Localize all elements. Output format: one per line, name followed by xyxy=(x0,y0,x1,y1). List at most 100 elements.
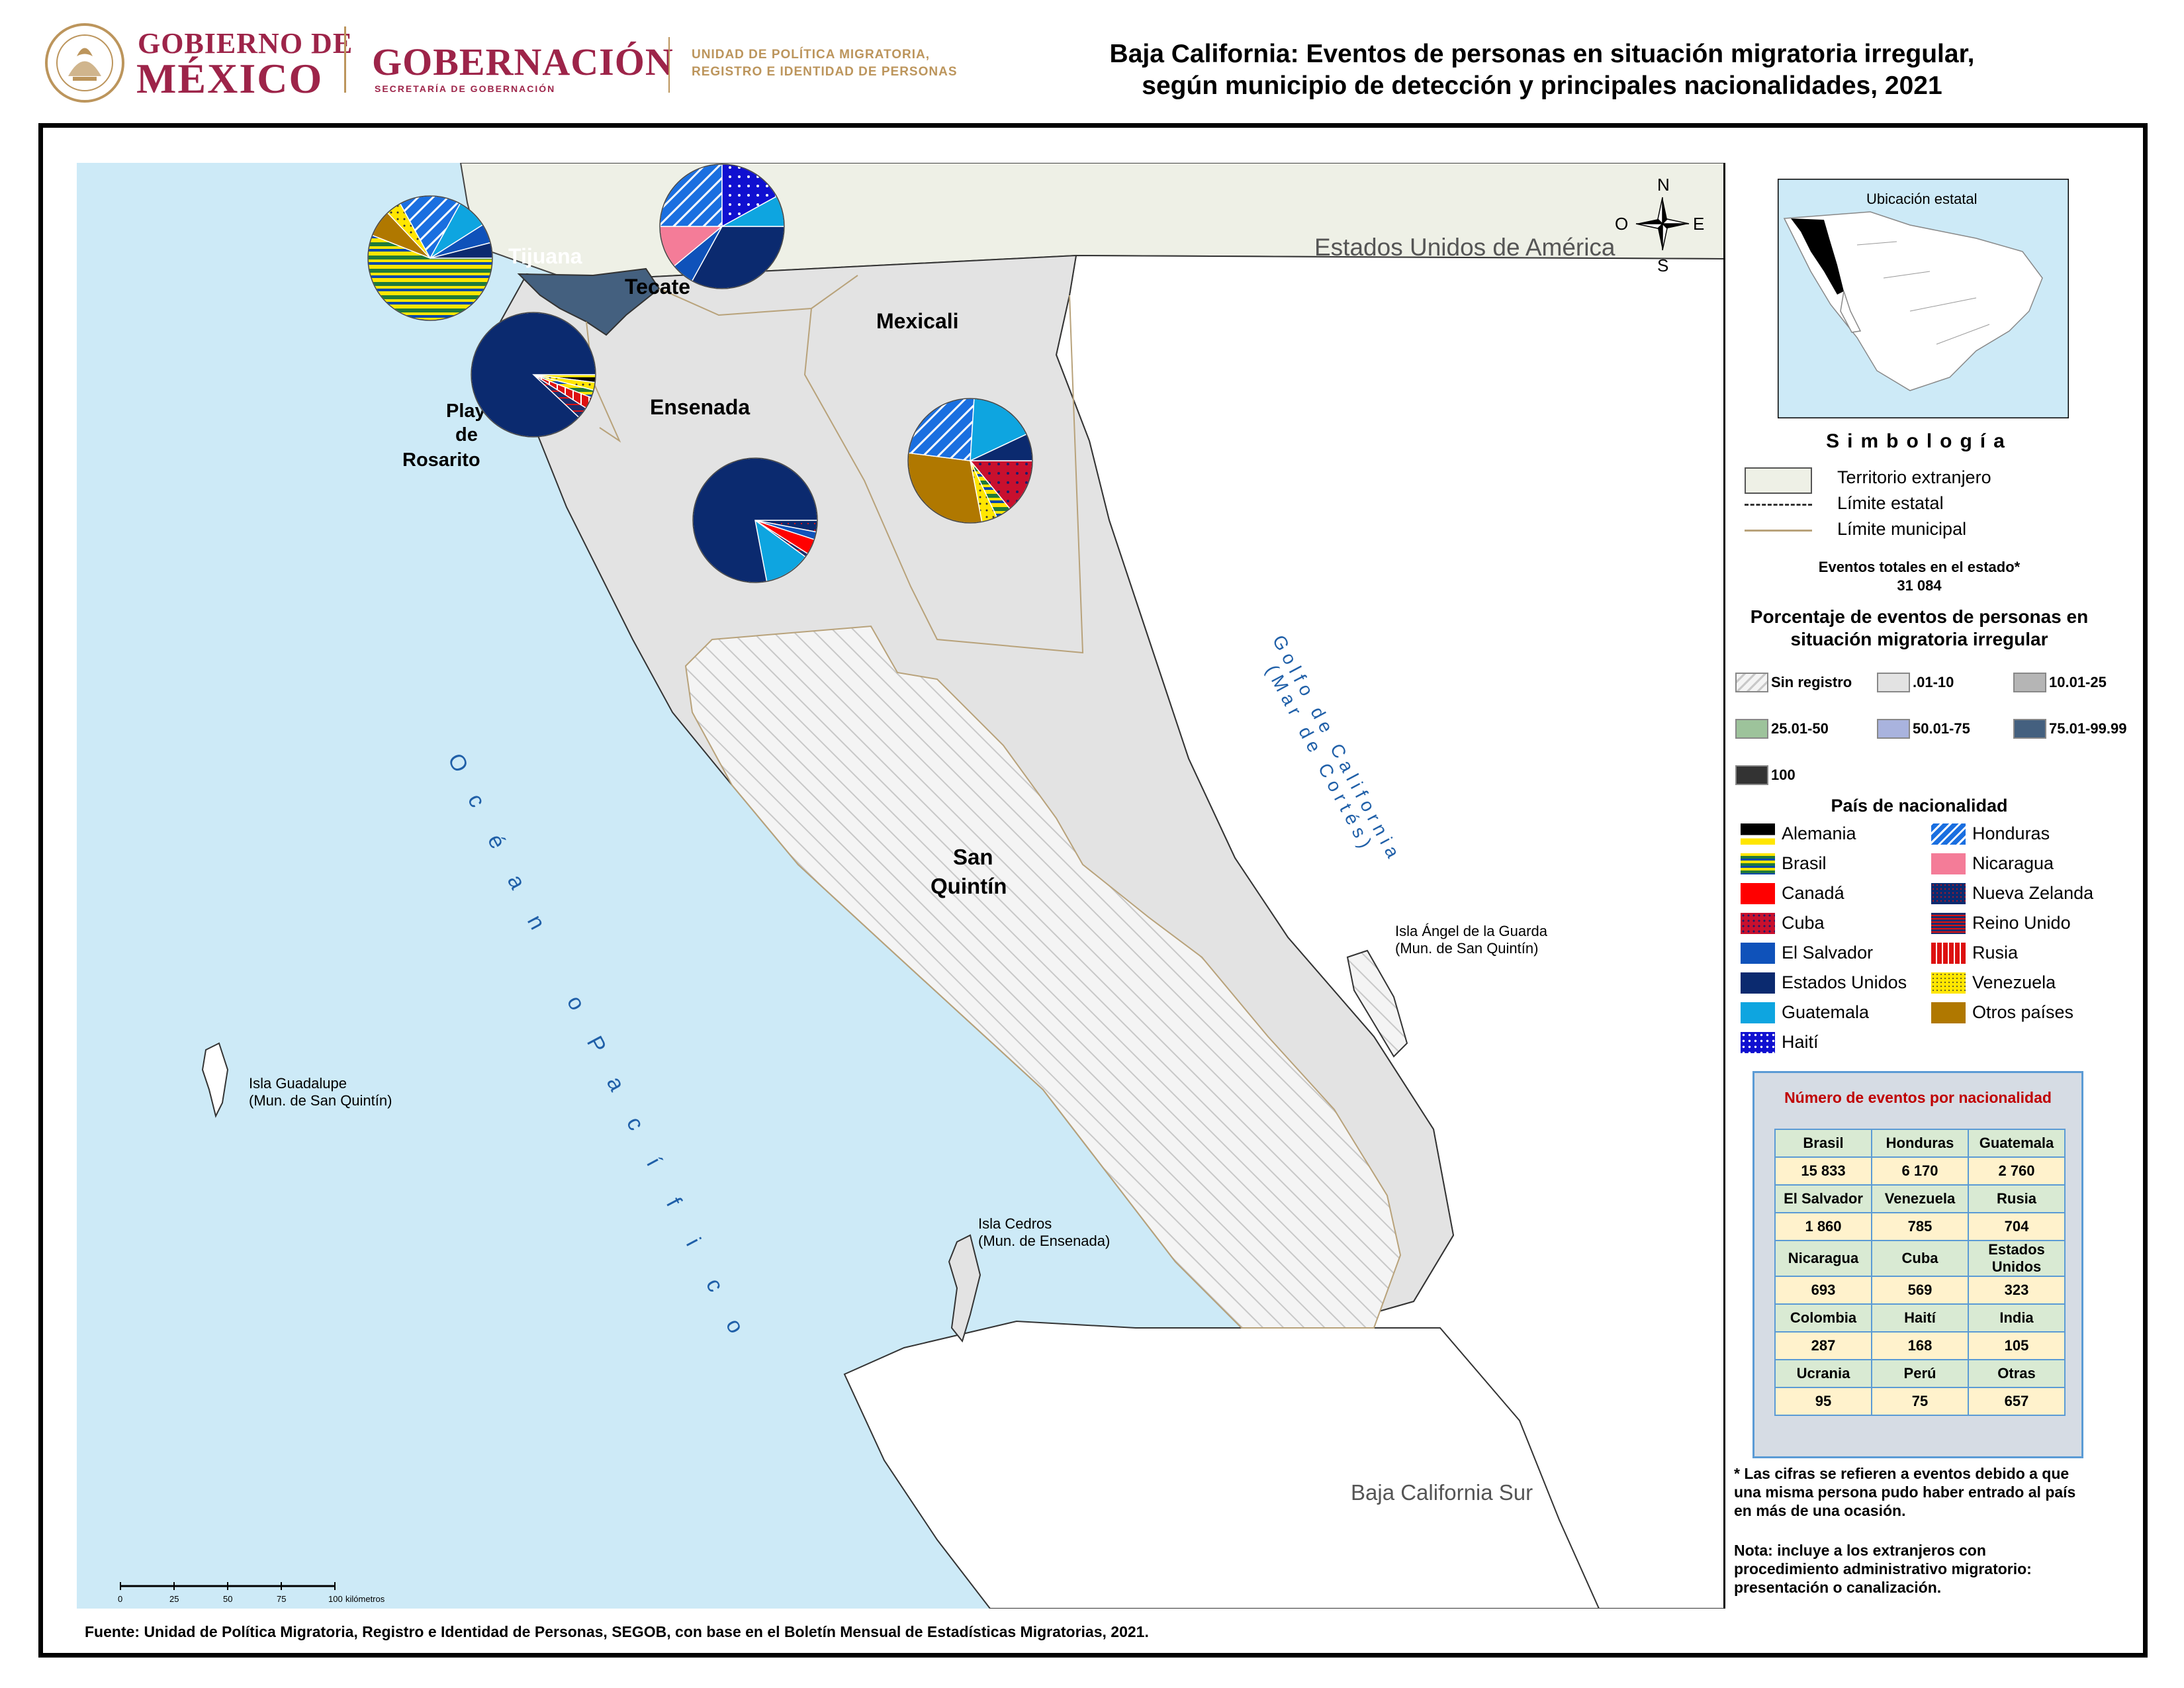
isla-cedros-label-2: (Mun. de Ensenada) xyxy=(978,1233,1110,1249)
inset-location-map xyxy=(1778,179,2069,418)
gobernacion-text: GOBERNACIÓN xyxy=(372,40,674,83)
table-row: 15 833 6 170 2 760 xyxy=(1774,1156,2066,1186)
table-cell-nationality: Honduras xyxy=(1871,1129,1969,1158)
isla-angel-label-2: (Mun. de San Quintín) xyxy=(1395,940,1538,957)
total-events-value: 31 084 xyxy=(1897,577,1942,594)
class-swatch xyxy=(2013,673,2046,692)
table-cell-value: 287 xyxy=(1774,1331,1872,1360)
bcs-label: Baja California Sur xyxy=(1351,1480,1533,1505)
table-cell-value: 785 xyxy=(1871,1212,1969,1241)
table-cell-value: 168 xyxy=(1871,1331,1969,1360)
table-cell-nationality: India xyxy=(1968,1303,2066,1333)
isla-cedros xyxy=(948,1234,981,1343)
map-title-line1: Baja California: Eventos de personas en … xyxy=(1109,40,1975,68)
pie-mexicali xyxy=(907,398,1033,524)
nationality-label: Nueva Zelanda xyxy=(1972,883,2094,903)
secretaria-text: SECRETARÍA DE GOBERNACIÓN xyxy=(375,83,556,94)
rosarito-label-2: de xyxy=(455,424,478,445)
table-row: 1 860 785 704 xyxy=(1774,1212,2066,1241)
scale-100: 100 xyxy=(328,1594,343,1604)
table-cell-value: 15 833 xyxy=(1774,1156,1872,1186)
nationality-title: País de nacionalidad xyxy=(1831,796,2008,816)
table-cell-nationality: Cuba xyxy=(1871,1240,1969,1277)
table-row: Nicaragua Cuba Estados Unidos xyxy=(1774,1240,2066,1277)
table-cell-nationality: Otras xyxy=(1968,1359,2066,1388)
pct-title-2: situación migratoria irregular xyxy=(1790,629,2048,649)
table-cell-nationality: Haití xyxy=(1871,1303,1969,1333)
nationality-label: El Salvador xyxy=(1782,943,1874,962)
table-row: Colombia Haití India xyxy=(1774,1303,2066,1333)
nationality-label: Reino Unido xyxy=(1972,913,2071,933)
pie-outline xyxy=(471,312,596,438)
class-swatch xyxy=(1735,719,1768,739)
scale-bar: 0 25 50 75 100 kilómetros xyxy=(118,1582,385,1604)
table-cell-value: 95 xyxy=(1774,1387,1872,1416)
isla-guadalupe xyxy=(201,1042,229,1118)
rosarito-label-3: Rosarito xyxy=(402,449,480,471)
nota-note: Nota: incluye a los extranjeros con proc… xyxy=(1734,1542,2032,1596)
usa-label: Estados Unidos de América xyxy=(1314,234,1615,261)
sanquintin-label-2: Quintín xyxy=(931,874,1007,898)
class-swatch xyxy=(2013,719,2046,739)
map-title-line2: según municipio de detección y principal… xyxy=(1142,71,1942,100)
nationality-label: Otros países xyxy=(1972,1002,2074,1022)
class-label: 10.01-25 xyxy=(2049,674,2107,690)
nationality-label: Honduras xyxy=(1972,823,2050,843)
map-title: Baja California: Eventos de personas en … xyxy=(1066,38,2019,102)
pie-outline xyxy=(692,457,818,583)
table-cell-value: 75 xyxy=(1871,1387,1969,1416)
table-cell-value: 6 170 xyxy=(1871,1156,1969,1186)
class-label: 75.01-99.99 xyxy=(2049,720,2127,737)
table-row: El Salvador Venezuela Rusia xyxy=(1774,1184,2066,1213)
pie-outline xyxy=(367,195,493,321)
pie-tijuana xyxy=(367,195,493,321)
nationality-swatch xyxy=(1931,913,1966,934)
table-row: Ucrania Perú Otras xyxy=(1774,1359,2066,1388)
table-cell-nationality: Rusia xyxy=(1968,1184,2066,1213)
nationality-swatch xyxy=(1741,943,1775,964)
tijuana-label: Tijuana xyxy=(508,244,582,268)
isla-guadalupe-label-1: Isla Guadalupe xyxy=(249,1075,347,1092)
pie-ensenada xyxy=(692,457,818,583)
scale-25: 25 xyxy=(169,1594,179,1604)
header-separator-2 xyxy=(668,37,670,93)
table-cell-nationality: Estados Unidos xyxy=(1968,1240,2066,1277)
table-cell-nationality: Colombia xyxy=(1774,1303,1872,1333)
compass-n: N xyxy=(1657,175,1670,195)
isla-angel-label-1: Isla Ángel de la Guarda xyxy=(1395,923,1548,939)
compass-s: S xyxy=(1657,256,1668,275)
mexico-seal-logo xyxy=(45,23,124,103)
compass-e: E xyxy=(1693,214,1704,234)
state-limit-label: Límite estatal xyxy=(1837,493,1944,513)
nationality-swatch xyxy=(1931,853,1966,874)
table-cell-value: 1 860 xyxy=(1774,1212,1872,1241)
pie-outline xyxy=(659,164,785,289)
pie-outline xyxy=(907,398,1033,524)
municipal-limit-label: Límite municipal xyxy=(1837,519,1967,539)
nationality-label: Guatemala xyxy=(1782,1002,1870,1022)
mexico-text: MÉXICO xyxy=(136,55,324,102)
municipal-limits xyxy=(659,275,1084,654)
foreign-territory-label: Territorio extranjero xyxy=(1837,467,1991,487)
table-cell-value: 569 xyxy=(1871,1276,1969,1305)
scale-unit: kilómetros xyxy=(345,1594,385,1604)
ensenada-label: Ensenada xyxy=(650,395,750,419)
state-limit-swatch xyxy=(1745,504,1812,506)
class-swatch xyxy=(1877,673,1910,692)
foreign-territory-swatch xyxy=(1745,467,1812,494)
table-cell-nationality: Ucrania xyxy=(1774,1359,1872,1388)
isla-cedros-label-1: Isla Cedros xyxy=(978,1215,1052,1232)
table-cell-value: 2 760 xyxy=(1968,1156,2066,1186)
table-cell-nationality: Venezuela xyxy=(1871,1184,1969,1213)
table-cell-nationality: Nicaragua xyxy=(1774,1240,1872,1277)
sanquintin-label-1: San xyxy=(953,845,993,869)
nationality-label: Rusia xyxy=(1972,943,2019,962)
table-cell-nationality: El Salvador xyxy=(1774,1184,1872,1213)
nationality-label: Venezuela xyxy=(1972,972,2056,992)
table-row: Brasil Honduras Guatemala xyxy=(1774,1129,2066,1158)
nationality-label: Cuba xyxy=(1782,913,1825,933)
tecate-label: Tecate xyxy=(625,275,690,299)
class-swatch xyxy=(1735,765,1768,785)
scale-50: 50 xyxy=(223,1594,232,1604)
nationality-swatch xyxy=(1931,823,1966,845)
